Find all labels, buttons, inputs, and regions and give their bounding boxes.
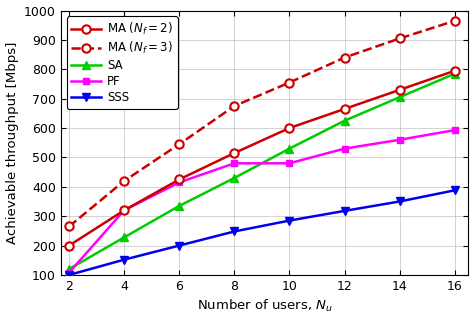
SSS: [121, 258, 127, 261]
MA ($N_f = 2$): [121, 208, 127, 212]
MA ($N_f = 2$): [66, 244, 72, 247]
SA: [231, 176, 237, 180]
PF: [231, 161, 237, 165]
SA: [121, 236, 127, 239]
SSS: [231, 229, 237, 233]
MA ($N_f = 2$): [176, 178, 182, 181]
SSS: [342, 209, 347, 213]
MA ($N_f = 3$): [397, 36, 402, 40]
MA ($N_f = 3$): [287, 81, 292, 84]
PF: [121, 208, 127, 212]
Line: MA ($N_f = 3$): MA ($N_f = 3$): [65, 17, 459, 231]
Line: SSS: SSS: [65, 186, 459, 279]
MA ($N_f = 3$): [452, 19, 457, 23]
SA: [176, 204, 182, 208]
MA ($N_f = 3$): [176, 142, 182, 146]
SA: [452, 72, 457, 76]
Legend: MA ($N_f = 2$), MA ($N_f = 3$), SA, PF, SSS: MA ($N_f = 2$), MA ($N_f = 3$), SA, PF, …: [67, 16, 178, 109]
Line: SA: SA: [65, 69, 459, 273]
PF: [176, 180, 182, 184]
PF: [452, 128, 457, 132]
SA: [342, 119, 347, 123]
SA: [66, 267, 72, 271]
MA ($N_f = 3$): [342, 56, 347, 60]
PF: [287, 161, 292, 165]
SSS: [397, 200, 402, 204]
MA ($N_f = 2$): [397, 88, 402, 92]
SSS: [176, 244, 182, 247]
Line: MA ($N_f = 2$): MA ($N_f = 2$): [65, 67, 459, 250]
SSS: [287, 219, 292, 222]
MA ($N_f = 2$): [231, 151, 237, 155]
MA ($N_f = 2$): [452, 69, 457, 73]
MA ($N_f = 2$): [342, 107, 347, 111]
SSS: [66, 273, 72, 277]
SA: [287, 147, 292, 150]
PF: [342, 147, 347, 150]
PF: [397, 138, 402, 142]
SSS: [452, 188, 457, 192]
MA ($N_f = 2$): [287, 126, 292, 130]
PF: [66, 271, 72, 275]
MA ($N_f = 3$): [231, 104, 237, 108]
MA ($N_f = 3$): [121, 179, 127, 183]
SA: [397, 95, 402, 99]
Line: PF: PF: [65, 127, 458, 276]
Y-axis label: Achievable throughput [Mbps]: Achievable throughput [Mbps]: [6, 42, 18, 244]
X-axis label: Number of users, $N_u$: Number of users, $N_u$: [197, 298, 333, 315]
MA ($N_f = 3$): [66, 225, 72, 228]
